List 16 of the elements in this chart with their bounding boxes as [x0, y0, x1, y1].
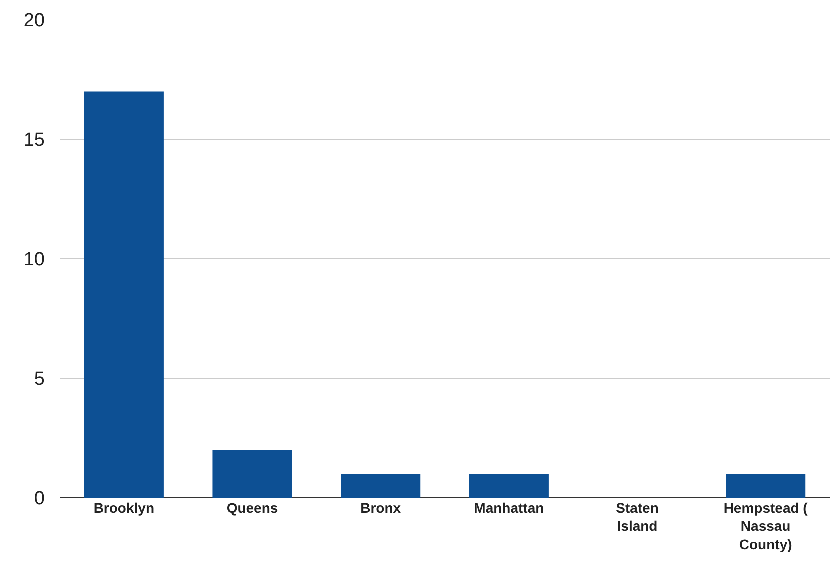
x-tick-label: Bronx — [360, 500, 402, 516]
bar — [341, 474, 421, 498]
y-tick-label: 20 — [24, 10, 45, 32]
x-tick-label: Brooklyn — [94, 500, 155, 516]
y-tick-label: 0 — [34, 488, 45, 510]
bar — [469, 474, 549, 498]
x-tick-label: Staten Island — [616, 500, 659, 534]
y-tick-label: 10 — [24, 250, 45, 271]
bar — [84, 92, 164, 498]
y-tick-label: 5 — [34, 369, 45, 390]
bar — [726, 474, 806, 498]
bar — [212, 450, 292, 498]
y-tick-label: 15 — [24, 130, 45, 152]
x-tick-label: Queens — [226, 500, 278, 516]
x-tick-label: Hempstead ( Nassau County) — [724, 500, 808, 552]
x-tick-label: Manhattan — [474, 500, 544, 516]
